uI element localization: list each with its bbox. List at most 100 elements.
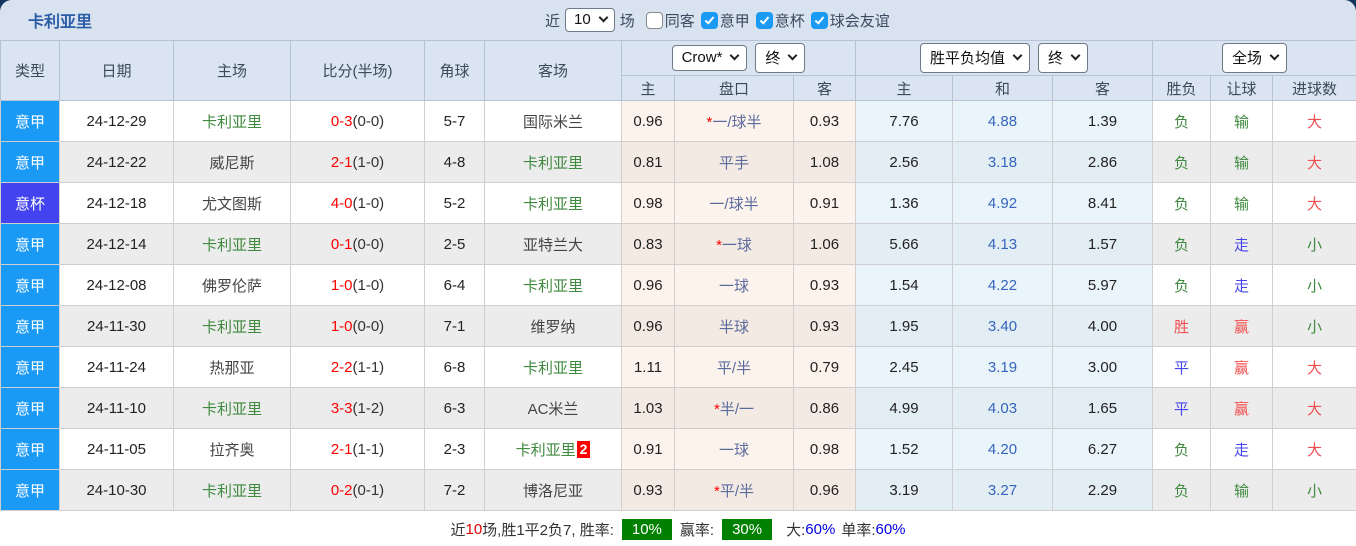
check-icon	[759, 13, 770, 25]
match-row: 意甲 24-11-05 拉齐奥 2-1(1-1) 2-3 卡利亚里 2 0.91 一球 0.98 1…	[0, 428, 1356, 470]
summary-count: 10	[465, 520, 483, 538]
avg-home-cell: 4.99	[855, 387, 953, 429]
header-bar: 卡利亚里 近 10 场 同客 意甲 意杯 球会友谊	[0, 0, 1356, 40]
filter-checkbox[interactable]	[700, 11, 718, 29]
col-header-type: 类型	[0, 40, 60, 101]
home-team-link[interactable]: 卡利亚里	[173, 469, 291, 511]
avg-time-select-value: 终	[1048, 50, 1064, 67]
avg-time-select[interactable]: 终	[1038, 43, 1089, 73]
match-row: 意甲 24-11-10 卡利亚里 3-3(1-2) 6-3 AC米兰 1.03 *半/一 0.8…	[0, 387, 1356, 429]
avg-draw-cell: 4.03	[952, 387, 1053, 429]
avg-draw-cell: 3.27	[952, 469, 1053, 511]
away-team-link[interactable]: 卡利亚里	[484, 346, 622, 388]
avg-away-cell: 5.97	[1052, 264, 1153, 306]
result-goals-cell: 大	[1271, 100, 1356, 142]
away-team-link[interactable]: 维罗纳	[484, 305, 622, 347]
match-row: 意甲 24-12-29 卡利亚里 0-3(0-0) 5-7 国际米兰 0.96 *一/球半 0.…	[0, 100, 1356, 142]
home-team-link[interactable]: 拉齐奥	[173, 428, 291, 470]
score-fulltime: 0-2	[330, 481, 353, 499]
subcol-handicap-result: 让球	[1210, 75, 1273, 101]
away-team-link[interactable]: 卡利亚里	[484, 141, 622, 183]
away-team-link[interactable]: 博洛尼亚	[484, 469, 622, 511]
result-wdl-cell: 负	[1152, 141, 1211, 183]
home-team-link[interactable]: 尤文图斯	[173, 182, 291, 224]
col-header-home: 主场	[173, 40, 291, 101]
card-count-badge: 2	[576, 440, 591, 458]
result-handicap-cell: 走	[1210, 264, 1273, 306]
away-team-link[interactable]: 国际米兰	[484, 100, 622, 142]
home-team-link[interactable]: 热那亚	[173, 346, 291, 388]
avg-draw-cell: 4.92	[952, 182, 1053, 224]
result-goals-cell: 小	[1271, 305, 1356, 347]
home-team-link[interactable]: 佛罗伦萨	[173, 264, 291, 306]
home-team-link[interactable]: 威尼斯	[173, 141, 291, 183]
filter-checkbox[interactable]	[810, 11, 828, 29]
filter-checkbox[interactable]	[755, 11, 773, 29]
odds-home-cell: 1.03	[621, 387, 675, 429]
avg-home-cell: 1.52	[855, 428, 953, 470]
home-team-link[interactable]: 卡利亚里	[173, 100, 291, 142]
avg-away-cell: 1.39	[1052, 100, 1153, 142]
match-row: 意甲 24-11-30 卡利亚里 1-0(0-0) 7-1 维罗纳 0.96 半球 0.93 1.…	[0, 305, 1356, 347]
result-handicap-cell: 输	[1210, 100, 1273, 142]
avg-home-cell: 3.19	[855, 469, 953, 511]
date-cell: 24-11-05	[59, 428, 174, 470]
result-handicap-cell: 走	[1210, 428, 1273, 470]
score-cell: 4-0(1-0)	[290, 182, 425, 224]
away-team-link[interactable]: 卡利亚里	[484, 264, 622, 306]
score-fulltime: 4-0	[330, 194, 353, 212]
odds-time-select[interactable]: 终	[755, 43, 806, 73]
check-icon	[704, 13, 715, 25]
odds-away-cell: 0.93	[793, 100, 856, 142]
avg-home-cell: 5.66	[855, 223, 953, 265]
score-fulltime: 2-1	[330, 440, 353, 458]
result-wdl-cell: 负	[1152, 182, 1211, 224]
score-halftime: (1-0)	[352, 194, 385, 212]
home-team-link[interactable]: 卡利亚里	[173, 223, 291, 265]
filter-checkbox[interactable]	[645, 11, 663, 29]
score-cell: 2-1(1-0)	[290, 141, 425, 183]
avg-home-cell: 2.45	[855, 346, 953, 388]
subcol-odds-home: 主	[621, 75, 675, 101]
avg-select[interactable]: 胜平负均值	[919, 43, 1030, 73]
away-team-link[interactable]: 卡利亚里 2	[484, 428, 622, 470]
home-team-link[interactable]: 卡利亚里	[173, 387, 291, 429]
handicap-cell: 半球	[674, 305, 794, 347]
odds-away-cell: 0.79	[793, 346, 856, 388]
recent-count-select[interactable]: 10	[565, 8, 615, 32]
handicap-changed-star: *	[713, 482, 720, 500]
odds-away-cell: 0.93	[793, 264, 856, 306]
result-wdl-cell: 负	[1152, 100, 1211, 142]
match-row: 意甲 24-12-22 威尼斯 2-1(1-0) 4-8 卡利亚里 0.81 平手 1.08 2.…	[0, 141, 1356, 183]
filter-label: 同客	[664, 12, 695, 30]
score-cell: 2-1(1-1)	[290, 428, 425, 470]
filter-label: 球会友谊	[829, 12, 890, 30]
subcol-handicap: 盘口	[674, 75, 794, 101]
handicap-cell: 一/球半	[674, 182, 794, 224]
corner-cell: 7-2	[424, 469, 485, 511]
home-team-link[interactable]: 卡利亚里	[173, 305, 291, 347]
score-fulltime: 1-0	[330, 317, 353, 335]
date-cell: 24-11-24	[59, 346, 174, 388]
result-handicap-cell: 输	[1210, 469, 1273, 511]
avg-away-cell: 3.00	[1052, 346, 1153, 388]
away-team-link[interactable]: 亚特兰大	[484, 223, 622, 265]
away-team-link[interactable]: 卡利亚里	[484, 182, 622, 224]
corner-cell: 6-3	[424, 387, 485, 429]
handicap-rate-badge: 30%	[722, 518, 773, 540]
avg-away-cell: 2.86	[1052, 141, 1153, 183]
type-cell: 意甲	[0, 264, 60, 306]
away-team-link[interactable]: AC米兰	[484, 387, 622, 429]
result-goals-cell: 大	[1271, 387, 1356, 429]
match-row: 意甲 24-12-08 佛罗伦萨 1-0(1-0) 6-4 卡利亚里 0.96 一球 0.93 1…	[0, 264, 1356, 306]
avg-home-cell: 7.76	[855, 100, 953, 142]
over-rate-label: 大:	[786, 521, 806, 539]
result-goals-cell: 小	[1271, 469, 1356, 511]
result-goals-cell: 大	[1271, 346, 1356, 388]
result-handicap-cell: 输	[1210, 141, 1273, 183]
scope-select[interactable]: 全场	[1222, 43, 1288, 73]
bookmaker-select[interactable]: Crow*	[671, 45, 748, 71]
corner-cell: 7-1	[424, 305, 485, 347]
result-handicap-cell: 赢	[1210, 305, 1273, 347]
handicap-cell: 平手	[674, 141, 794, 183]
